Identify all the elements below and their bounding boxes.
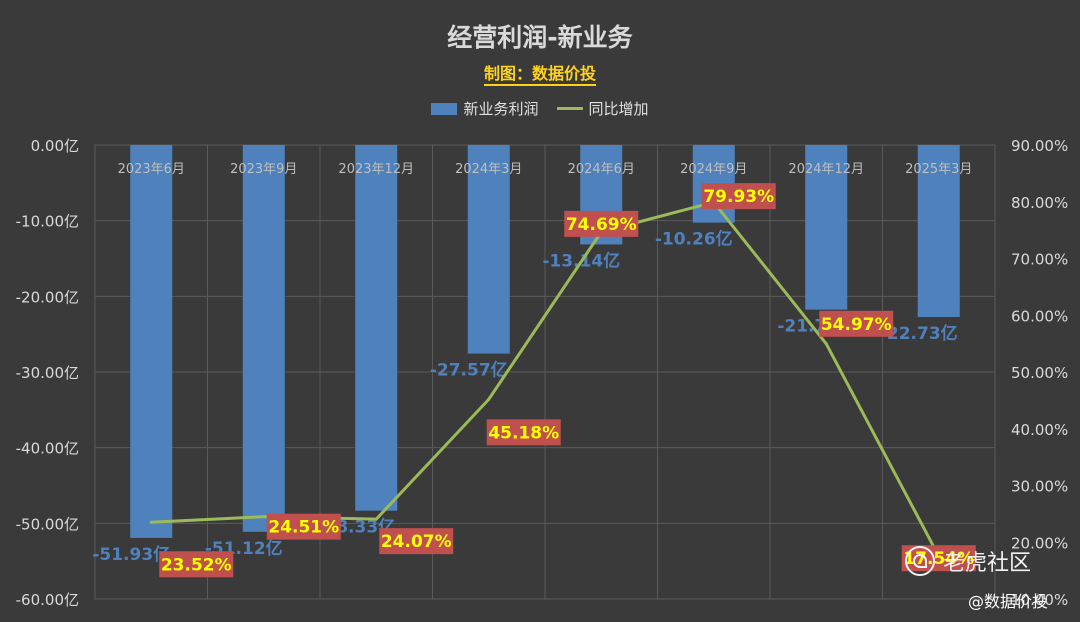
line-label-box: [379, 528, 454, 555]
line-point: [374, 517, 378, 521]
x-tick-label: 2025年3月: [905, 162, 972, 177]
bar: [467, 145, 510, 354]
bar: [242, 145, 285, 532]
line-point: [824, 342, 828, 346]
line-label-box: [486, 419, 561, 446]
bar: [805, 145, 848, 310]
x-tick-label: 2024年6月: [568, 162, 635, 177]
y-right-tick-label: 40.00%: [1011, 421, 1068, 439]
line-data-label: 24.07%: [381, 532, 452, 552]
legend-label-line: 同比增加: [588, 100, 649, 118]
subtitle-text: 制图：数据价投: [483, 64, 596, 86]
x-tick-label: 2024年12月: [788, 162, 864, 177]
y-left-tick-label: -40.00亿: [16, 440, 79, 458]
watermark: 老虎社区: [905, 545, 1031, 577]
y-left-tick-label: -50.00亿: [16, 515, 79, 533]
y-left-tick-label: 0.00亿: [31, 137, 79, 155]
line-data-label: 24.51%: [268, 518, 339, 538]
bar-data-label: -22.73亿: [880, 323, 958, 344]
watermark-text: 老虎社区: [943, 551, 1032, 576]
x-tick-label: 2023年6月: [118, 162, 185, 177]
legend-label-bar: 新业务利润: [463, 100, 539, 118]
y-left-tick-label: -10.00亿: [16, 213, 79, 231]
line-data-label: 74.69%: [566, 215, 637, 235]
line-label-box: [819, 310, 894, 337]
bar-data-label: -51.93亿: [92, 544, 170, 565]
y-right-tick-label: 70.00%: [1011, 251, 1068, 269]
line-data-label: 54.97%: [821, 315, 892, 335]
tiger-logo-icon: [905, 546, 935, 576]
line-point: [262, 515, 266, 519]
x-tick-label: 2024年9月: [680, 162, 747, 177]
x-tick-label: 2023年12月: [338, 162, 414, 177]
line-label-box: [159, 551, 234, 578]
legend-item-bar: 新业务利润: [431, 98, 539, 119]
watermark-sub: @数据价投: [968, 592, 1049, 611]
y-left-tick-label: -30.00亿: [16, 364, 79, 382]
legend-swatch-bar: [431, 102, 458, 115]
bar: [917, 145, 960, 317]
legend-item-line: 同比增加: [556, 98, 649, 119]
line-label-box: [564, 210, 639, 237]
legend-swatch-line: [556, 107, 583, 110]
line-label-box: [701, 183, 776, 210]
line-point: [149, 520, 153, 524]
y-left-tick-label: -20.00亿: [16, 288, 79, 306]
line-data-label: 79.93%: [703, 187, 774, 207]
line-point: [487, 397, 491, 401]
x-tick-label: 2023年9月: [230, 162, 297, 177]
bar: [355, 145, 398, 511]
line-data-label: 23.52%: [161, 555, 232, 575]
y-right-tick-label: 10.00%: [1011, 591, 1068, 609]
y-right-tick-label: 30.00%: [1011, 478, 1068, 496]
line-data-label: 45.18%: [488, 423, 559, 443]
bar: [130, 145, 173, 538]
y-right-tick-label: 90.00%: [1011, 137, 1068, 155]
line-label-box: [266, 513, 341, 540]
chart-title: 经营利润-新业务: [447, 23, 633, 52]
y-right-tick-label: 60.00%: [1011, 307, 1068, 325]
bar-data-label: -10.26亿: [655, 229, 733, 250]
y-right-tick-label: 50.00%: [1011, 364, 1068, 382]
bar-data-label: -27.57亿: [430, 360, 508, 381]
y-left-tick-label: -60.00亿: [16, 591, 79, 609]
x-tick-label: 2024年3月: [455, 162, 522, 177]
y-right-tick-label: 80.00%: [1011, 194, 1068, 212]
chart-legend: 新业务利润 同比增加: [0, 98, 1080, 119]
chart-subtitle: 制图：数据价投: [0, 60, 1080, 86]
y-right-tick-label: 20.00%: [1011, 534, 1068, 552]
